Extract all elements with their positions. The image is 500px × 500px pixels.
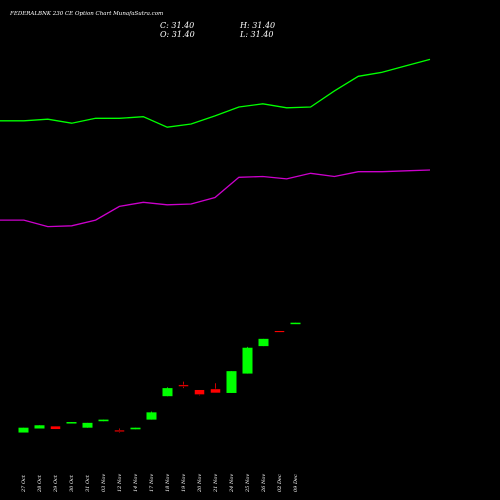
x-tick-label: 18 Nov [165,474,171,492]
x-tick-label: 27 Oct [21,474,27,493]
x-axis: 27 Oct 28 Oct 29 Oct 30 Oct 31 Oct 03 Nov 12 N… [21,474,299,493]
x-tick-label: 28 Oct [37,474,43,493]
candle [162,387,173,397]
x-tick-label: 25 Nov [245,474,251,493]
x-tick-label: 12 Nov [117,474,123,492]
candle-body [194,389,205,395]
candle-body [82,422,93,428]
candle-body [66,422,77,424]
candle [258,338,269,347]
candle [114,428,125,433]
candle [274,330,285,333]
candle-body [290,322,301,325]
candle-body [130,427,141,430]
candle [194,389,205,396]
candle [146,411,157,420]
x-tick-label: 30 Oct [69,474,75,492]
candle [66,422,77,424]
x-tick-label: 14 Nov [133,474,139,492]
candle-body [50,425,61,430]
x-tick-label: 09 Dec [293,474,299,492]
candle-body [274,330,285,333]
candle-body [242,347,253,374]
bands-layer [0,58,431,228]
candles-layer [18,322,301,433]
x-tick-label: 24 Nov [229,474,235,493]
candle [18,427,29,433]
candle-body [226,371,237,393]
x-tick-label: 02 Dec [277,474,283,492]
candle [226,371,237,393]
x-tick-label: 31 Oct [85,474,91,492]
candle [290,322,301,325]
x-tick-label: 29 Oct [53,474,59,493]
lower-band-line [0,169,431,228]
high-value: H: 31.40 [239,21,275,30]
candle-body [162,388,173,397]
candle-body [34,425,45,429]
low-value: L: 31.40 [239,30,273,39]
upper-band-line [0,58,431,128]
candle [178,381,189,389]
candle [98,419,109,422]
chart-title: FEDERALBNK 230 CE Option Chart MunafaSut… [9,11,163,17]
candle-body [114,429,125,432]
candle [50,425,61,430]
candle [82,422,93,428]
candle [34,425,45,429]
x-tick-label: 03 Nov [101,474,107,492]
candle [242,346,253,374]
open-value: O: 31.40 [160,30,195,39]
x-tick-label: 26 Nov [261,474,267,493]
candle [210,383,221,394]
x-tick-label: 17 Nov [149,474,155,492]
candle-body [146,412,157,420]
candle-body [210,388,221,394]
x-tick-label: 21 Nov [213,474,219,493]
candle-body [178,384,189,387]
candle [130,427,141,430]
candle-body [258,338,269,347]
x-tick-label: 20 Nov [197,474,203,493]
x-tick-label: 19 Nov [181,474,187,492]
candle-body [18,427,29,433]
close-value: C: 31.40 [160,21,194,30]
candle-body [98,419,109,422]
